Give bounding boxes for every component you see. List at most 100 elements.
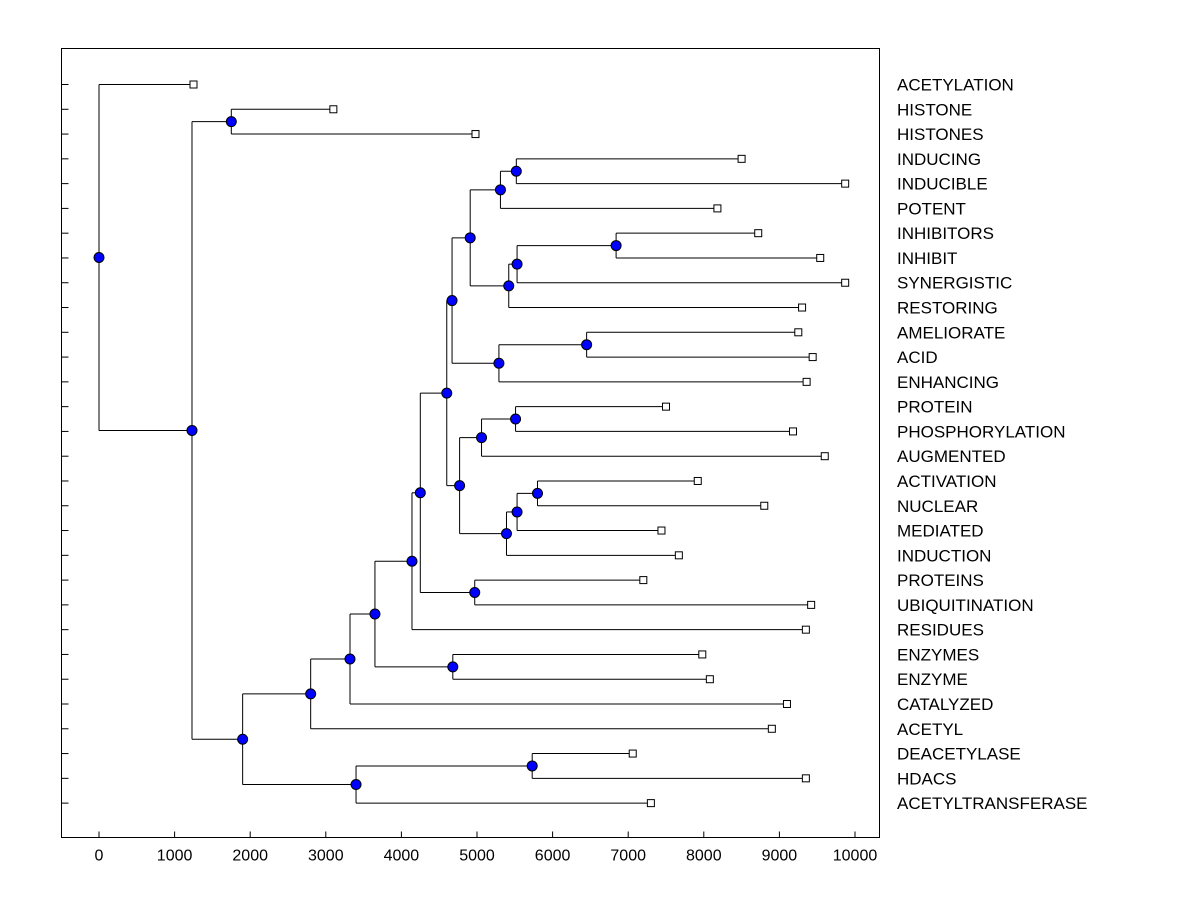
leaf-marker xyxy=(801,774,810,783)
x-tick-label: 8000 xyxy=(686,848,722,865)
node-marker xyxy=(503,280,515,292)
node-marker xyxy=(305,688,317,700)
leaf-label: ENZYMES xyxy=(897,645,979,664)
x-tick-label: 3000 xyxy=(308,848,344,865)
leaf-marker xyxy=(674,551,683,560)
leaf-label: INHIBITORS xyxy=(897,224,994,243)
leaf-marker xyxy=(754,229,763,238)
leaf-label: DEACETYLASE xyxy=(897,745,1021,764)
node-marker xyxy=(441,387,453,399)
leaf-label: ACTIVATION xyxy=(897,472,997,491)
leaf-marker xyxy=(639,576,648,585)
node-marker xyxy=(369,608,381,620)
leaf-marker xyxy=(737,154,746,163)
leaf-label: INDUCING xyxy=(897,150,981,169)
leaf-marker xyxy=(646,799,655,808)
tick-marks xyxy=(61,84,69,804)
leaf-label: UBIQUITINATION xyxy=(897,596,1034,615)
x-axis: 0 1000 2000 3000 4000 5000 6000 7000 8000 9000 100… xyxy=(95,831,878,865)
leaf-marker xyxy=(798,303,807,312)
leaf-marker xyxy=(820,452,829,461)
node-marker xyxy=(610,240,622,252)
leaf-label: ENZYME xyxy=(897,670,968,689)
leaf-marker xyxy=(807,600,816,609)
leaf-marker xyxy=(789,427,798,436)
leaf-marker xyxy=(329,105,338,114)
leaf-label: SYNERGISTIC xyxy=(897,274,1012,293)
x-tick-label: 2000 xyxy=(232,848,268,865)
node-marker xyxy=(464,232,476,244)
leaf-marker xyxy=(794,328,803,337)
node-marker xyxy=(469,586,481,598)
node-marker xyxy=(510,165,522,177)
plot-frame xyxy=(61,48,880,838)
node-marker xyxy=(510,413,522,425)
leaf-label: AUGMENTED xyxy=(897,447,1006,466)
leaf-label: INHIBIT xyxy=(897,249,957,268)
leaf-labels: ACETYLATION HISTONE HISTONES INDUCING INDUCI… xyxy=(897,76,1088,814)
leaf-marker xyxy=(816,253,825,262)
leaf-label: ENHANCING xyxy=(897,373,999,392)
x-tick-label: 0 xyxy=(95,848,104,865)
leaf-label: PHOSPHORYLATION xyxy=(897,422,1065,441)
leaf-label: AMELIORATE xyxy=(897,323,1005,342)
leaf-label: RESTORING xyxy=(897,299,998,318)
leaf-label: PROTEINS xyxy=(897,571,984,590)
node-marker xyxy=(406,555,418,567)
leaf-label: MEDIATED xyxy=(897,522,984,541)
leaf-label: INDUCTION xyxy=(897,546,991,565)
node-marker xyxy=(526,760,538,772)
node-marker xyxy=(454,480,466,492)
node-marker xyxy=(511,258,523,270)
leaf-label: RESIDUES xyxy=(897,621,984,640)
leaf-label: POTENT xyxy=(897,199,966,218)
leaf-label: ACID xyxy=(897,348,938,367)
leaf-label: CATALYZED xyxy=(897,695,993,714)
leaf-label: HDACS xyxy=(897,769,957,788)
leaf-label: HISTONE xyxy=(897,100,972,119)
leaf-label: PROTEIN xyxy=(897,398,973,417)
leaf-marker xyxy=(808,353,817,362)
x-tick-label: 1000 xyxy=(157,848,193,865)
leaf-marker xyxy=(189,80,198,89)
leaf-marker xyxy=(841,179,850,188)
node-marker xyxy=(350,779,362,791)
x-tick-label: 4000 xyxy=(384,848,420,865)
leaf-markers xyxy=(189,80,850,808)
leaf-marker xyxy=(698,650,707,659)
leaf-marker xyxy=(693,476,702,485)
leaf-marker xyxy=(713,204,722,213)
leaf-label: ACETYL xyxy=(897,720,963,739)
node-marker xyxy=(511,506,523,518)
node-marker xyxy=(476,432,488,444)
node-marker xyxy=(414,487,426,499)
node-marker xyxy=(581,339,593,351)
x-tick-label: 6000 xyxy=(535,848,571,865)
node-marker xyxy=(344,653,356,665)
leaf-label: ACETYLATION xyxy=(897,76,1014,95)
x-tick-label: 7000 xyxy=(610,848,646,865)
node-markers xyxy=(93,116,622,791)
leaf-label: INDUCIBLE xyxy=(897,175,988,194)
node-marker xyxy=(531,487,543,499)
x-tick-label: 5000 xyxy=(459,848,495,865)
x-tick-label: 10000 xyxy=(833,848,878,865)
leaf-label: NUCLEAR xyxy=(897,497,978,516)
leaf-marker xyxy=(662,402,670,411)
node-marker xyxy=(237,733,249,745)
leaf-marker xyxy=(628,749,637,758)
leaf-marker xyxy=(782,700,791,708)
node-marker xyxy=(225,116,237,128)
node-marker xyxy=(446,295,458,307)
node-marker xyxy=(494,184,506,196)
leaf-label: ACETYLTRANSFERASE xyxy=(897,794,1088,813)
leaf-marker xyxy=(801,625,810,634)
leaf-marker xyxy=(705,675,714,684)
node-marker xyxy=(447,661,459,673)
leaf-marker xyxy=(657,526,666,535)
node-marker xyxy=(500,528,512,540)
leaf-marker xyxy=(767,724,776,733)
node-marker xyxy=(93,251,105,263)
node-marker xyxy=(186,424,198,436)
leaf-marker xyxy=(802,377,811,386)
